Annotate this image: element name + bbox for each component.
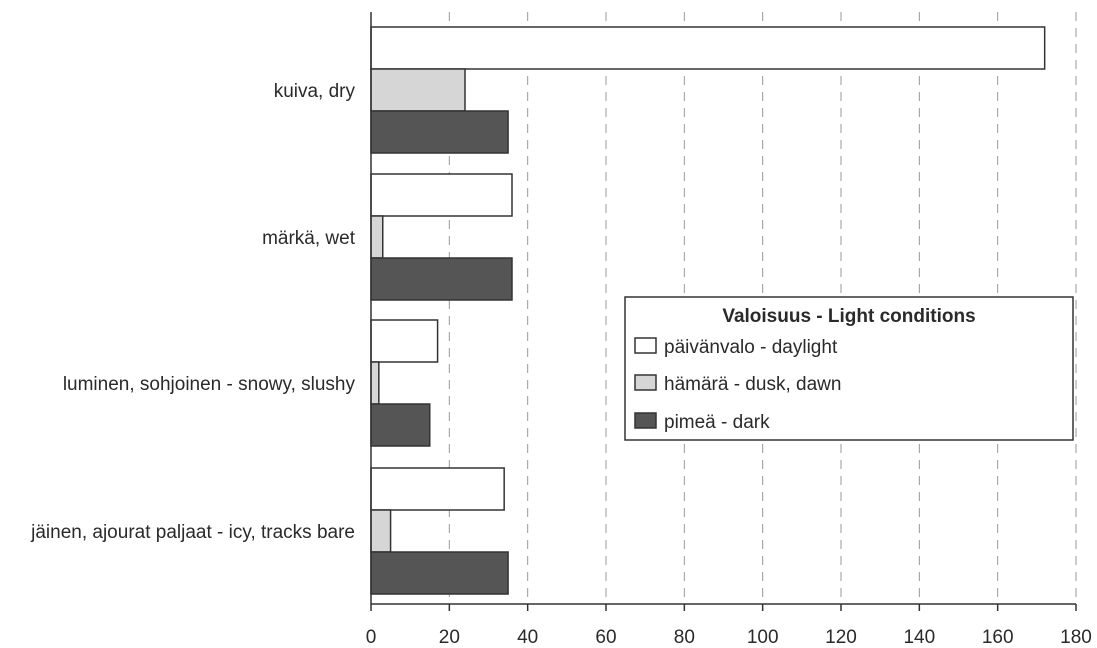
bar — [370, 26, 1046, 70]
category-label: luminen, sohjoinen - snowy, slushy — [63, 374, 356, 395]
legend-swatch — [634, 374, 657, 391]
legend-label: pimeä - dark — [664, 412, 770, 433]
legend-items: päivänvalo - daylight hämärä - dusk, dawn… — [634, 337, 841, 433]
bar — [370, 403, 431, 447]
axes — [370, 12, 1076, 605]
x-tick-label: 0 — [366, 627, 377, 648]
legend-label: hämärä - dusk, dawn — [664, 374, 841, 395]
legend-swatch — [634, 337, 657, 354]
bar — [370, 257, 513, 301]
category-label: märkä, wet — [262, 228, 356, 249]
x-tick-label: 120 — [825, 627, 857, 648]
bar — [370, 319, 439, 363]
legend-title: Valoisuus - Light conditions — [722, 306, 975, 327]
bar — [370, 551, 509, 595]
legend: Valoisuus - Light conditions päivänvalo … — [624, 296, 1074, 441]
x-tick-label: 180 — [1060, 627, 1092, 648]
category-label: kuiva, dry — [274, 81, 356, 102]
x-tick-label: 80 — [674, 627, 695, 648]
x-tick-label: 140 — [903, 627, 935, 648]
x-tick-label: 160 — [982, 627, 1014, 648]
category-labels: kuiva, dry märkä, wet luminen, sohjoinen -… — [30, 81, 356, 543]
x-tick-label: 40 — [517, 627, 538, 648]
bar — [370, 467, 505, 511]
bars — [370, 26, 1046, 595]
x-tick-label: 100 — [747, 627, 779, 648]
legend-box — [624, 296, 1074, 441]
bar — [370, 215, 384, 259]
category-label: jäinen, ajourat paljaat - icy, tracks ba… — [30, 522, 355, 543]
bar — [370, 173, 513, 217]
x-tick-label: 60 — [595, 627, 616, 648]
bar — [370, 110, 509, 154]
bar — [370, 68, 466, 112]
x-ticks: 0 20 40 60 80 100 120 140 160 180 — [366, 604, 1092, 648]
legend-swatch — [634, 412, 657, 429]
legend-label: päivänvalo - daylight — [664, 337, 838, 358]
bar — [370, 361, 380, 405]
x-tick-label: 20 — [439, 627, 460, 648]
bar — [370, 509, 392, 553]
